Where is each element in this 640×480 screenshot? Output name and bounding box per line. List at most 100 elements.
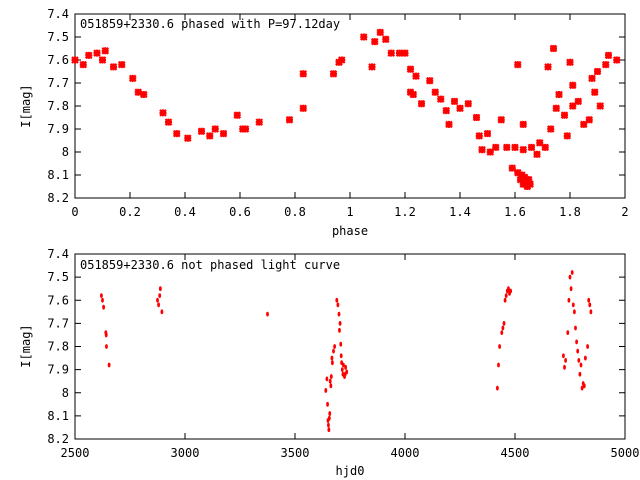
data-point: [483, 129, 492, 138]
x-axis-label: phase: [332, 224, 368, 238]
data-point: [472, 113, 481, 122]
data-point: [156, 297, 159, 303]
data-point: [197, 127, 206, 136]
data-point: [526, 180, 534, 188]
x-tick-label: 0: [71, 205, 78, 219]
data-point: [128, 74, 137, 83]
data-point: [266, 311, 269, 317]
data-point: [568, 102, 577, 110]
x-tick-label: 1: [346, 205, 353, 219]
data-point: [445, 120, 453, 129]
data-point: [563, 364, 566, 370]
data-point: [560, 111, 569, 119]
x-tick-label: 2500: [61, 446, 90, 460]
data-point: [589, 309, 593, 315]
data-point: [205, 132, 214, 140]
chart-panel-1: 0 0.2 0.4 0.6 0.8 1 1.2 1.4 1.6 1.8 2 7.4 7.5 7.6 7.7 7…: [19, 7, 629, 238]
data-point: [524, 175, 533, 184]
data-point: [102, 304, 105, 310]
data-point: [326, 401, 329, 407]
data-point: [555, 90, 563, 99]
y-tick-label: 7.9: [47, 122, 69, 136]
x-tick-label: 1.6: [504, 205, 526, 219]
data-point: [368, 63, 376, 71]
data-point: [241, 125, 250, 133]
data-point: [568, 274, 572, 280]
data-point: [475, 132, 484, 140]
data-point: [566, 58, 574, 67]
data-point: [580, 385, 584, 391]
x-tick-label: 1.8: [559, 205, 581, 219]
data-point: [339, 341, 343, 347]
data-point: [158, 286, 162, 292]
y-tick-label: 7.7: [47, 316, 69, 330]
data-point: [456, 104, 464, 113]
y-tick-label: 8.2: [47, 191, 69, 205]
plot-frame: [74, 13, 626, 199]
x-tick-label: 0.2: [119, 205, 141, 219]
data-point: [255, 118, 264, 126]
data-point: [464, 99, 473, 108]
data-point: [328, 411, 332, 416]
x-tick-label: 0.8: [284, 205, 306, 219]
data-point: [573, 309, 576, 315]
data-point: [117, 60, 126, 69]
y-tick-label: 7.8: [47, 99, 69, 113]
data-point: [578, 371, 582, 377]
x-tick-label: 2: [621, 205, 628, 219]
data-point: [496, 385, 499, 391]
chart-title: 051859+2330.6 not phased light curve: [80, 258, 340, 272]
data-point: [590, 88, 599, 96]
data-point: [345, 369, 349, 375]
data-point: [338, 320, 342, 326]
data-point: [327, 415, 331, 421]
data-points: [100, 270, 593, 433]
y-tick-label: 8: [62, 386, 69, 400]
y-tick-label: 8.1: [47, 409, 69, 423]
data-point: [160, 309, 164, 315]
data-point: [105, 344, 108, 349]
y-tick-label: 7.6: [47, 53, 69, 67]
data-point: [93, 49, 101, 57]
data-point: [570, 270, 574, 275]
data-point: [575, 339, 578, 345]
data-point: [513, 168, 522, 177]
data-point: [491, 143, 500, 152]
data-point: [233, 111, 242, 119]
data-point: [158, 293, 162, 299]
data-point: [107, 362, 111, 368]
data-point: [325, 376, 329, 382]
data-point: [509, 288, 512, 294]
data-point: [504, 293, 508, 299]
data-point: [172, 129, 181, 138]
y-tick-label: 7.4: [47, 247, 69, 261]
data-point: [604, 51, 613, 60]
data-point: [549, 44, 558, 53]
data-point: [79, 60, 88, 69]
data-point: [513, 60, 522, 69]
data-point: [324, 388, 328, 393]
data-point: [409, 90, 418, 99]
data-point: [342, 362, 345, 368]
y-tick-label: 7.4: [47, 7, 69, 21]
data-point: [417, 99, 426, 108]
data-point: [502, 320, 506, 326]
x-tick-label: 4500: [501, 446, 530, 460]
data-point: [331, 360, 334, 366]
data-point: [563, 132, 572, 140]
data-point: [519, 145, 528, 154]
data-point: [497, 362, 500, 368]
data-point: [535, 139, 544, 147]
data-point: [516, 175, 525, 184]
data-point: [370, 37, 379, 46]
data-point: [157, 302, 161, 308]
data-point: [502, 143, 511, 152]
x-tick-label: 3500: [281, 446, 310, 460]
data-point: [520, 173, 529, 182]
data-point: [98, 56, 107, 64]
data-point: [328, 378, 332, 384]
data-point: [340, 367, 344, 373]
data-point: [593, 67, 602, 76]
data-point: [546, 125, 555, 133]
